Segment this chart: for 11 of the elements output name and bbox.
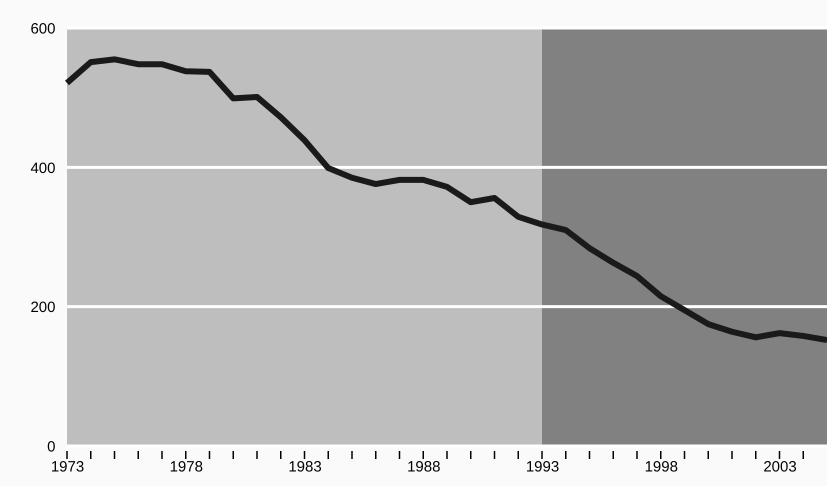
x-tick-label: 1983 <box>288 458 322 476</box>
x-tick-label: 2003 <box>763 458 797 476</box>
x-tick-label: 1978 <box>170 458 203 476</box>
x-tick-label: 1993 <box>526 458 560 476</box>
y-tick-label: 600 <box>30 20 56 38</box>
y-tick-label: 0 <box>47 438 56 456</box>
x-tick-label: 1998 <box>644 458 678 476</box>
y-tick-label: 400 <box>30 160 56 177</box>
y-tick-label: 200 <box>30 299 56 316</box>
x-tick-label: 1973 <box>50 458 84 476</box>
x-tick-label: 1988 <box>407 458 440 476</box>
